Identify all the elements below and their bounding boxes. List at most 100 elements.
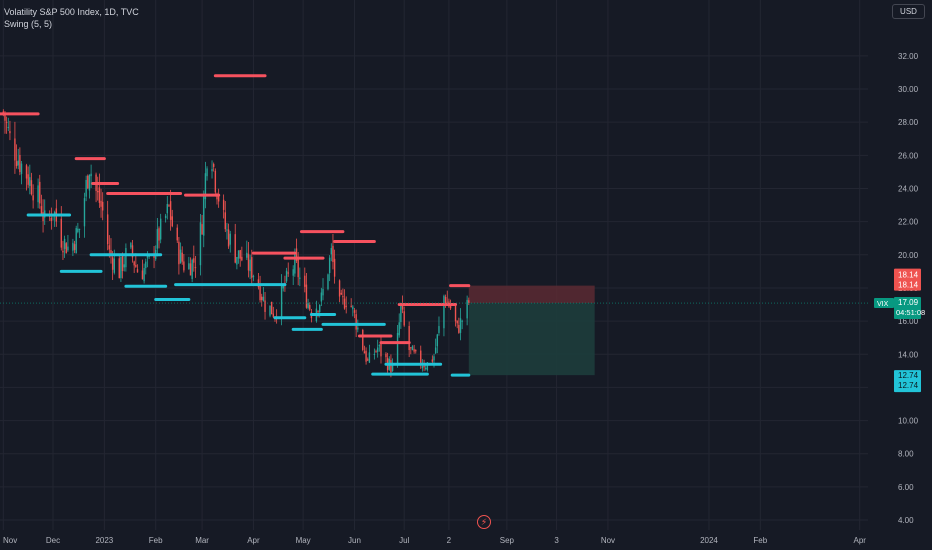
- candle-body: [241, 256, 243, 261]
- candle-body: [42, 212, 44, 222]
- candle-body: [189, 263, 192, 276]
- candle-body: [176, 227, 178, 241]
- candle-body: [272, 313, 275, 317]
- candle-body: [237, 250, 240, 259]
- y-tick-label: 4.00: [898, 516, 914, 525]
- candle-body: [19, 155, 21, 173]
- candle-body: [108, 245, 111, 250]
- candle-body: [100, 200, 102, 207]
- candle-body: [110, 249, 112, 257]
- candle-body: [123, 264, 125, 268]
- candle-body: [37, 185, 39, 203]
- x-tick-label: Sep: [500, 536, 515, 545]
- candle-body: [425, 367, 427, 369]
- candle-body: [431, 359, 434, 362]
- candle-body: [403, 311, 405, 326]
- candle-body: [111, 257, 114, 270]
- candle-body: [168, 205, 170, 207]
- candle-body: [365, 350, 367, 362]
- candle-body: [413, 349, 415, 352]
- candle-body: [171, 216, 173, 227]
- candle-body: [411, 346, 414, 351]
- candle-body: [178, 241, 180, 265]
- stop-price-label: 18.14: [898, 281, 919, 290]
- candle-body: [65, 243, 67, 254]
- candle-body: [367, 359, 369, 361]
- candle-body: [133, 261, 135, 266]
- y-tick-label: 24.00: [898, 184, 919, 193]
- candle-body: [9, 131, 11, 134]
- candle-body: [320, 292, 323, 302]
- candle-body: [468, 300, 470, 304]
- symbol-title[interactable]: Volatility S&P 500 Index, 1D, TVC: [4, 7, 139, 17]
- y-tick-label: 8.00: [898, 450, 914, 459]
- currency-button[interactable]: USD: [892, 4, 925, 19]
- candle-body: [211, 169, 213, 172]
- take-profit-zone[interactable]: [468, 303, 595, 376]
- candle-body: [27, 174, 29, 185]
- candle-body: [458, 324, 460, 333]
- candle-body: [305, 284, 308, 308]
- candle-body: [25, 165, 28, 179]
- candle-body: [307, 303, 309, 309]
- candle-body: [88, 174, 91, 191]
- candle-body: [322, 289, 324, 296]
- candle-body: [17, 160, 19, 166]
- candle-body: [345, 305, 347, 307]
- candle-body: [183, 261, 185, 271]
- candle-body: [135, 264, 137, 267]
- lightning-icon[interactable]: ⚡︎: [477, 515, 491, 529]
- candle-body: [90, 173, 92, 177]
- candle-body: [438, 326, 440, 333]
- target-price-label: 12.74: [898, 371, 919, 380]
- candle-body: [295, 248, 298, 261]
- candle-body: [188, 263, 190, 269]
- candle-body: [179, 249, 182, 264]
- indicator-label[interactable]: Swing (5, 5): [4, 19, 53, 29]
- y-tick-label: 6.00: [898, 483, 914, 492]
- candle-body: [204, 173, 207, 200]
- candle-body: [400, 303, 402, 323]
- candle-body: [222, 199, 225, 210]
- candle-body: [373, 353, 376, 355]
- candle-body: [251, 257, 253, 278]
- candle-body: [350, 305, 352, 307]
- x-tick-label: 2024: [700, 536, 718, 545]
- candle-body: [401, 304, 404, 310]
- candle-body: [332, 245, 334, 262]
- candle-body: [87, 175, 89, 189]
- candle-body: [145, 261, 147, 269]
- candle-body: [262, 296, 265, 301]
- candle-body: [287, 272, 289, 274]
- x-tick-label: Feb: [149, 536, 163, 545]
- candle-body: [410, 347, 412, 349]
- stop-loss-zone[interactable]: [468, 285, 595, 304]
- y-tick-label: 22.00: [898, 218, 919, 227]
- x-tick-label: Jul: [399, 536, 409, 545]
- candle-body: [421, 366, 424, 369]
- candle-body: [355, 314, 357, 330]
- candle-body: [164, 215, 167, 218]
- candle-body: [415, 350, 417, 352]
- candle-body: [229, 233, 231, 245]
- candle-body: [20, 163, 23, 174]
- candle-body: [143, 268, 145, 282]
- candle-body: [261, 296, 263, 301]
- x-tick-label: 2: [447, 536, 452, 545]
- candle-body: [60, 218, 62, 248]
- candle-body: [280, 284, 283, 320]
- candle-body: [396, 333, 399, 365]
- candle-body: [194, 267, 197, 269]
- candle-body: [353, 310, 356, 313]
- x-tick-label: 3: [554, 536, 559, 545]
- candle-body: [77, 228, 79, 233]
- candle-body: [252, 275, 255, 277]
- x-tick-label: 2023: [95, 536, 113, 545]
- candle-body: [368, 352, 371, 363]
- candle-body: [67, 246, 69, 251]
- candle-body: [216, 194, 218, 200]
- stop-price-tag: [894, 268, 921, 291]
- candle-body: [39, 181, 41, 204]
- stop-price-label: 18.14: [898, 271, 919, 280]
